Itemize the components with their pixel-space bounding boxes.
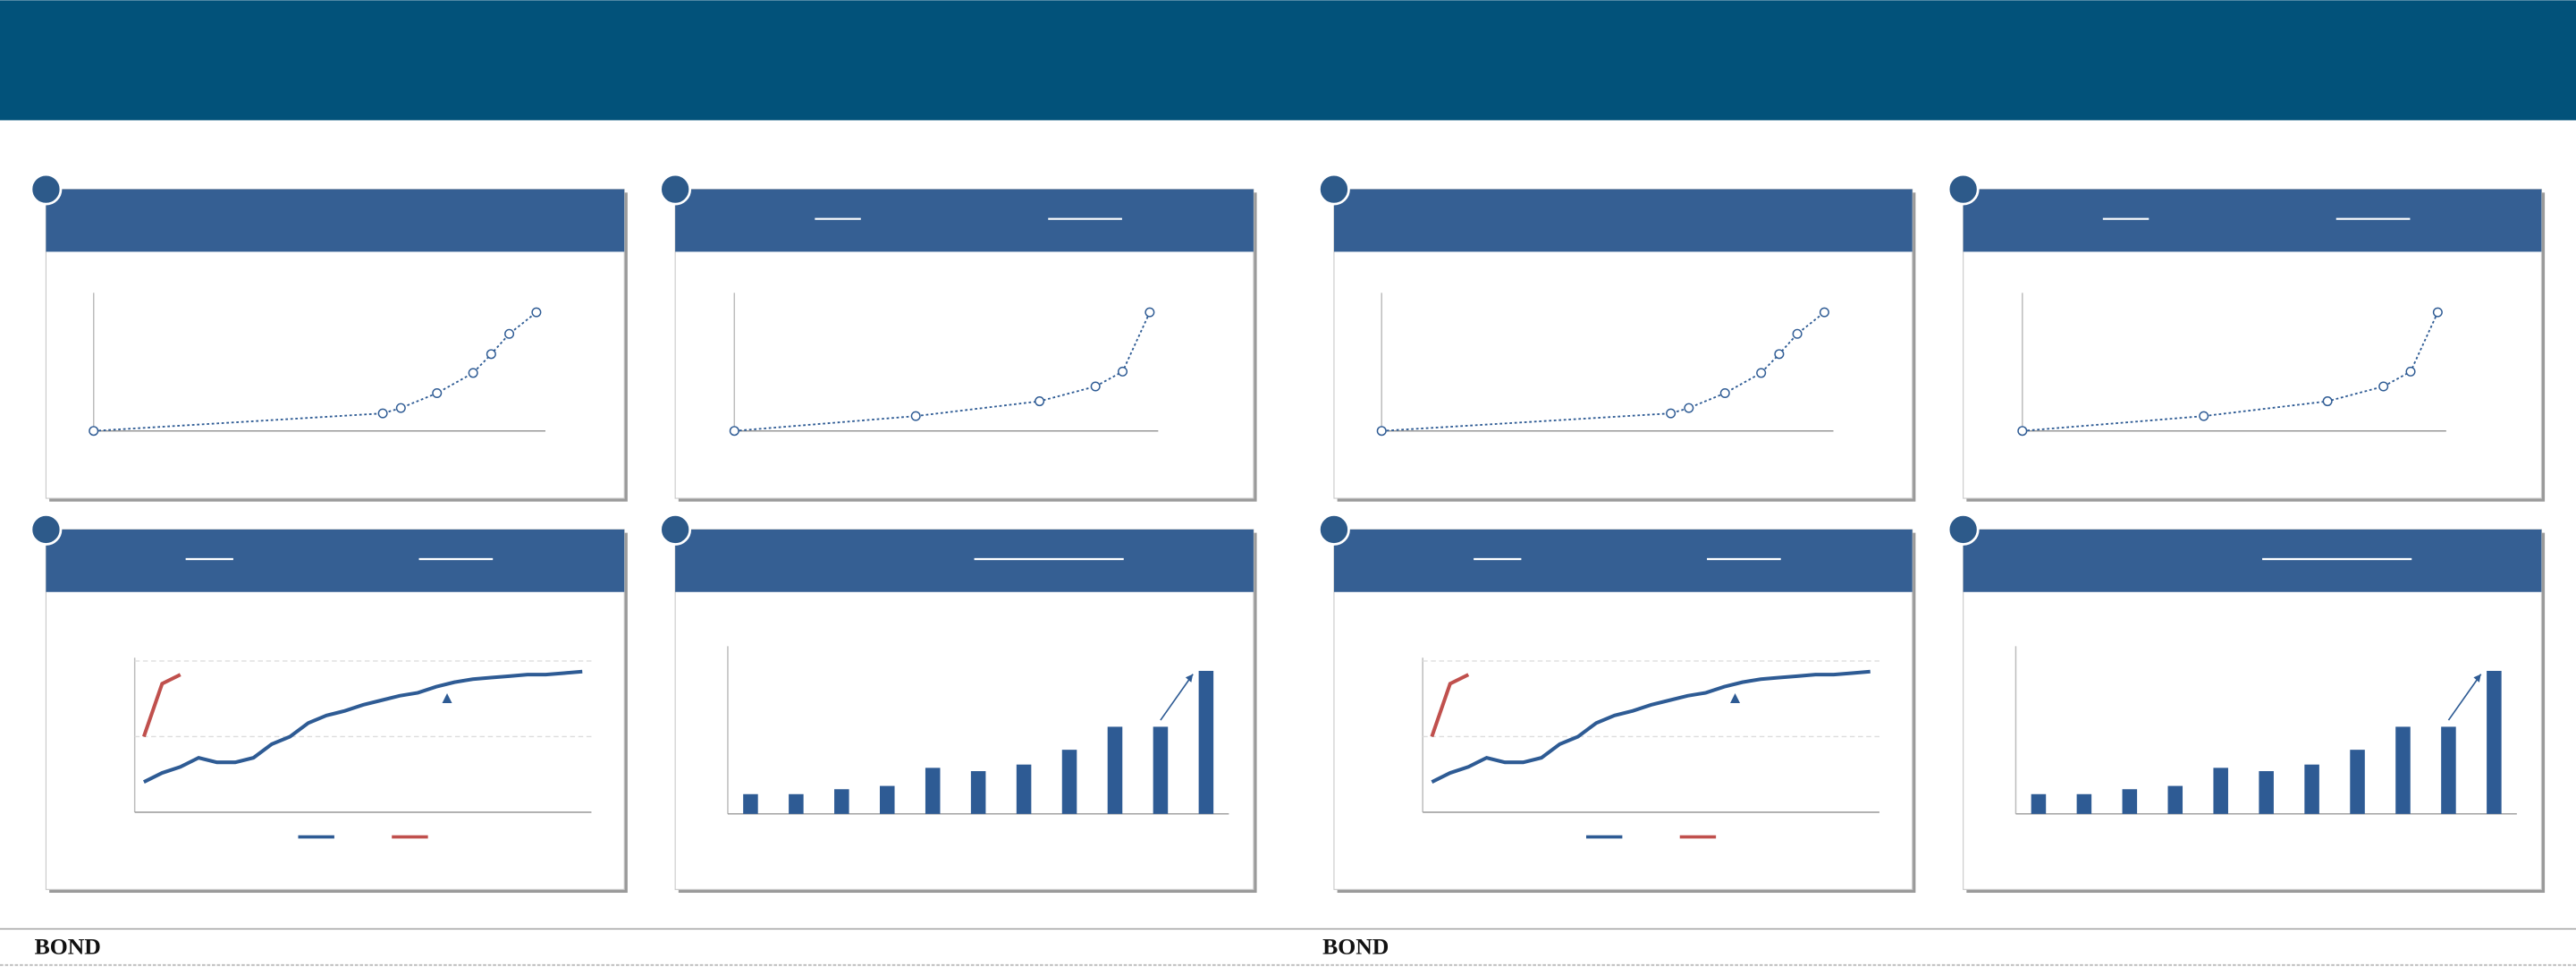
- chart-panel: [1318, 513, 1916, 894]
- footer-brand: BOND: [35, 933, 101, 959]
- panels: [30, 173, 2546, 894]
- series-line: [734, 311, 1151, 432]
- series-line: [2022, 311, 2439, 432]
- point-marker: [910, 411, 921, 421]
- series-line: [1430, 673, 1470, 738]
- series-line: [1431, 669, 1871, 784]
- point-marker: [1792, 328, 1803, 339]
- panel-header: [1333, 529, 1913, 592]
- point-marker: [2378, 381, 2389, 392]
- point-marker: [395, 403, 406, 413]
- bar: [2395, 726, 2411, 814]
- chart-panel: [659, 173, 1257, 502]
- point-marker: [1819, 307, 1829, 318]
- footer-brand: BOND: [1322, 933, 1389, 959]
- trend-arrow: [2447, 674, 2482, 721]
- bar: [1016, 764, 1032, 814]
- point-marker: [2017, 426, 2028, 437]
- point-marker: [1090, 381, 1101, 392]
- point-marker: [1756, 368, 1767, 378]
- chart-panel: [30, 513, 628, 894]
- panel-badge: [1318, 513, 1350, 546]
- panel-header: [1333, 189, 1913, 252]
- panel-badge: [1947, 513, 1980, 546]
- point-marker: [2322, 396, 2333, 407]
- point-marker: [486, 349, 496, 360]
- point-marker: [89, 426, 99, 437]
- chart-panel: [1947, 173, 2546, 502]
- series-line: [142, 669, 583, 784]
- series-line: [141, 673, 182, 738]
- panel-badge: [659, 513, 692, 546]
- point-marker: [1144, 307, 1155, 318]
- point-marker: [729, 426, 739, 437]
- point-marker: [432, 388, 443, 399]
- annotation-marker: [442, 693, 452, 704]
- bar: [925, 768, 941, 814]
- point-marker: [1376, 426, 1387, 437]
- point-marker: [504, 328, 515, 339]
- bar: [1153, 726, 1169, 814]
- bar: [2441, 726, 2456, 814]
- point-marker: [468, 368, 478, 378]
- trend-arrow: [1160, 674, 1194, 721]
- point-marker: [1666, 408, 1677, 419]
- bar: [2076, 793, 2092, 814]
- bar: [2213, 768, 2228, 814]
- bar: [1107, 726, 1123, 814]
- bar: [2304, 764, 2319, 814]
- point-marker: [1684, 403, 1694, 413]
- bar: [2487, 670, 2502, 814]
- panel-badge: [1318, 173, 1350, 206]
- point-marker: [2432, 307, 2443, 318]
- bar: [879, 785, 895, 814]
- point-marker: [2199, 411, 2209, 421]
- point-marker: [2405, 366, 2416, 377]
- top-banner: [0, 0, 2576, 121]
- bar: [834, 789, 849, 814]
- bar: [2350, 750, 2365, 814]
- chart-panel: [659, 513, 1257, 894]
- panel-badge: [1947, 173, 1980, 206]
- chart-panel: [1947, 513, 2546, 894]
- point-marker: [1774, 349, 1785, 360]
- panel-badge: [659, 173, 692, 206]
- panel-header: [675, 529, 1254, 592]
- point-marker: [531, 307, 542, 318]
- panel-header: [1963, 529, 2542, 592]
- bar: [743, 793, 758, 814]
- annotation-marker: [1730, 693, 1741, 704]
- chart-panel: [1318, 173, 1916, 502]
- bar: [970, 771, 986, 814]
- panel-badge: [30, 173, 63, 206]
- bar: [2259, 771, 2274, 814]
- bar: [789, 793, 804, 814]
- point-marker: [1719, 388, 1730, 399]
- bar: [1061, 750, 1077, 814]
- bar: [1198, 670, 1214, 814]
- panel-badge: [30, 513, 63, 546]
- panel-header: [1963, 189, 2542, 252]
- panel-header: [675, 189, 1254, 252]
- trend-arrowhead: [2473, 674, 2481, 683]
- bar: [2031, 793, 2047, 814]
- panel-header: [46, 529, 625, 592]
- point-marker: [377, 408, 388, 419]
- chart-panel: [30, 173, 628, 502]
- trend-arrowhead: [1185, 674, 1194, 683]
- bar: [2167, 785, 2183, 814]
- point-marker: [1118, 366, 1128, 377]
- panel-header: [46, 189, 625, 252]
- bar: [2122, 789, 2138, 814]
- point-marker: [1035, 396, 1045, 407]
